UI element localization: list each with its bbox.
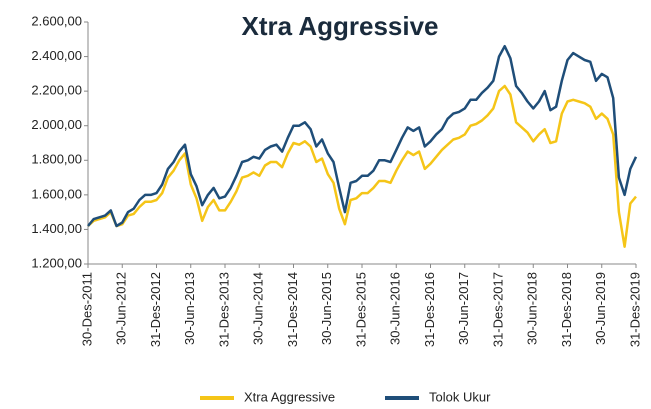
x-tick-label: 30-Jun-2013 [182,272,197,345]
x-tick-label: 31-Des-2013 [216,272,231,347]
x-tick-label: 31-Des-2015 [353,272,368,347]
x-tick-label: 31-Des-2016 [422,272,437,347]
series-line [87,44,638,228]
x-tick-label: 31-Des-2012 [148,272,163,347]
x-tick-label: 30-Jun-2016 [388,272,403,345]
x-tick-label: 31-Des-2014 [285,272,300,347]
y-tick-label: 1.800,00 [31,152,82,167]
chart-title: Xtra Aggressive [241,11,438,41]
legend-label: Xtra Aggressive [244,389,335,404]
x-tick-label: 30-Jun-2015 [319,272,334,345]
legend-label: Tolok Ukur [429,389,491,404]
y-tick-label: 2.200,00 [31,83,82,98]
x-tick-label: 31-Des-2017 [490,272,505,347]
x-tick-label: 30-Jun-2019 [593,272,608,345]
x-tick-label: 30-Des-2011 [79,272,94,346]
series-line [87,84,637,248]
y-tick-label: 2.000,00 [31,117,82,132]
x-tick-label: 31-Des-2019 [627,272,642,347]
x-tick-label: 30-Jun-2012 [114,272,129,345]
y-tick-label: 2.600,00 [31,13,82,28]
x-tick-label: 30-Jun-2017 [456,272,471,345]
x-tick-label: 30-Jun-2018 [525,272,540,345]
y-tick-label: 1.600,00 [31,186,82,201]
y-tick-label: 1.200,00 [31,255,82,270]
y-tick-label: 2.400,00 [31,48,82,63]
x-tick-label: 30-Jun-2014 [251,272,266,345]
y-tick-label: 1.400,00 [31,221,82,236]
x-tick-label: 31-Des-2018 [559,272,574,347]
